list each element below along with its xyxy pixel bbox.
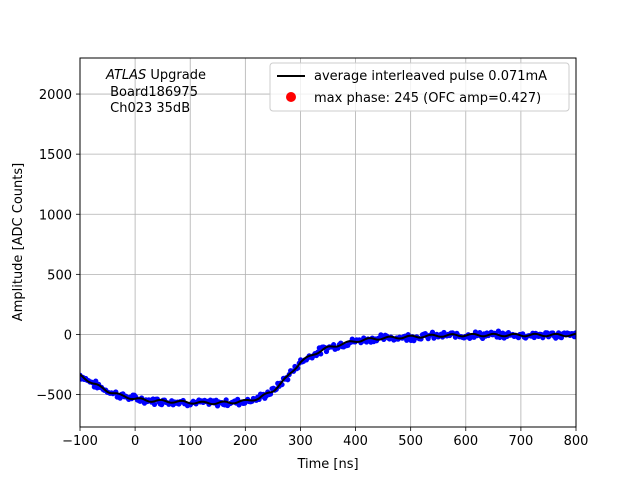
y-tick-label: 0 (64, 328, 72, 343)
annotation-line-3: Ch023 35dB (106, 101, 190, 116)
scatter-point (151, 401, 158, 407)
scatter-point (159, 402, 165, 408)
legend-box (269, 62, 570, 112)
scatter-point (285, 377, 291, 383)
legend-label-average: average interleaved pulse 0.071mA (314, 69, 547, 84)
annotation-line-2: Board186975 (106, 85, 198, 100)
plot-frame (79, 57, 577, 428)
y-tick-label: 500 (47, 268, 72, 283)
y-tick-label: 2000 (39, 88, 72, 103)
annotation-line-1: ATLAS Upgrade (105, 68, 206, 83)
x-tick-label: 100 (178, 434, 203, 449)
x-tick-label: 500 (398, 434, 423, 449)
y-tick-label: 1000 (39, 208, 72, 223)
series-line-average-pulse (80, 332, 576, 406)
x-tick-label: 200 (233, 434, 258, 449)
y-axis-label: Amplitude [ADC Counts] (11, 163, 26, 321)
x-tick-label: 300 (288, 434, 313, 449)
x-tick-label: 600 (453, 434, 478, 449)
data-layer (80, 328, 576, 409)
legend: average interleaved pulse 0.071mA max ph… (269, 62, 570, 112)
annotation-upgrade: Upgrade (146, 68, 206, 83)
x-tick-label: 0 (131, 434, 139, 449)
annotation: ATLAS Upgrade Board186975 Ch023 35dB (105, 68, 206, 116)
x-axis-label: Time [ns] (296, 457, 358, 472)
x-tick-label: 700 (508, 434, 533, 449)
y-tick-label: −500 (36, 389, 72, 404)
scatter-point (477, 330, 483, 336)
legend-label-max-phase: max phase: 245 (OFC amp=0.427) (314, 91, 541, 106)
x-tick-label: 400 (343, 434, 368, 449)
axis-ticks: −100 0 100 200 300 400 500 600 700 800 −500 0 500 100… (36, 88, 588, 449)
y-tick-label: 1500 (39, 148, 72, 163)
x-tick-label: −100 (62, 434, 98, 449)
x-tick-label: 800 (564, 434, 589, 449)
annotation-atlas: ATLAS (105, 68, 146, 83)
legend-dot-swatch (286, 92, 296, 102)
